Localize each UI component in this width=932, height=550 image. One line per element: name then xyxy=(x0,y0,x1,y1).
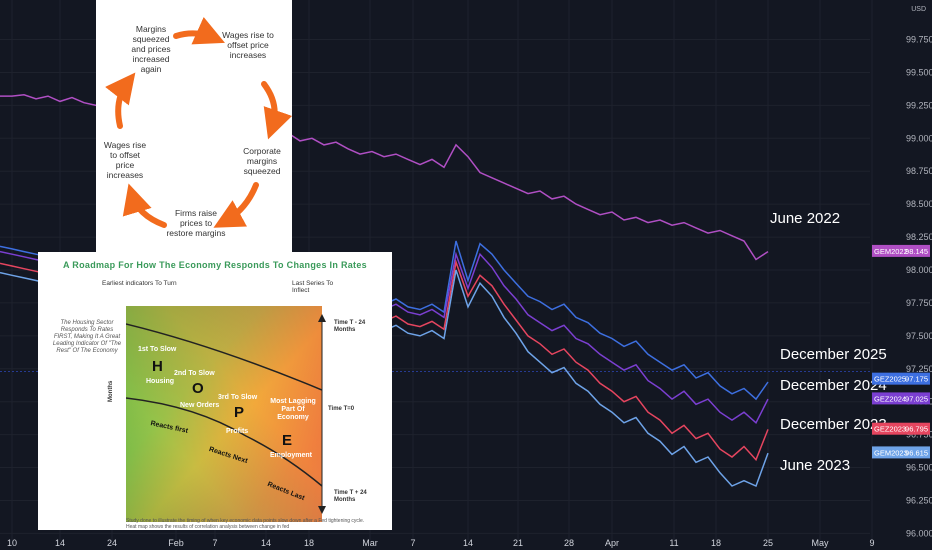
price-axis[interactable]: 99.750 99.500 99.250 99.000 98.750 98.500 98.2… xyxy=(906,35,932,539)
heat-map xyxy=(126,306,322,522)
price-badge-gez2024 xyxy=(872,392,930,405)
y-tick-label: 96.250 xyxy=(906,495,932,505)
employment-label: Employment xyxy=(270,452,313,459)
series-label-gem2022: June 2022 xyxy=(770,210,840,227)
roadmap-title: A Roadmap For How The Economy Responds T… xyxy=(63,260,367,270)
wage-price-cycle-image: Margins squeezed and prices increased ag… xyxy=(96,0,292,252)
y-tick-label: 97.250 xyxy=(906,364,932,374)
x-tick-label: 18 xyxy=(304,538,314,548)
badge-value: 97.175 xyxy=(905,375,928,384)
new-orders-label: New Orders xyxy=(180,402,220,409)
housing-label: Housing xyxy=(146,378,174,385)
third-to-slow-label: 3rd To Slow xyxy=(218,394,258,401)
hope-letter-h: H xyxy=(152,358,163,375)
x-tick-label: Feb xyxy=(168,538,184,548)
cycle-arrow-2 xyxy=(261,81,292,140)
badge-value: 98.145 xyxy=(905,247,928,256)
cycle-item-wages-2: Wages rise to offset price increases xyxy=(103,140,147,180)
series-label-gez2024: December 2024 xyxy=(780,377,887,394)
x-tick-label: 14 xyxy=(261,538,271,548)
profits-label: Profits xyxy=(226,428,249,435)
time-axis[interactable]: 10 14 24 Feb 7 14 18 Mar 7 14 21 28 Apr 11 18 25 May 9 xyxy=(7,538,875,548)
currency-label: USD xyxy=(911,6,926,13)
months-label: Months xyxy=(108,380,114,402)
cycle-arrow-4 xyxy=(122,183,167,228)
cycle-item-wages-1: Wages rise to offset price increases xyxy=(222,30,274,60)
upper-lag-curve xyxy=(126,323,322,391)
time-mid-label: Time T=0 xyxy=(328,406,355,412)
x-tick-label: 14 xyxy=(55,538,65,548)
badge-value: 96.615 xyxy=(905,448,928,457)
y-tick-label: 97.750 xyxy=(906,298,932,308)
roadmap-footnote: Study done to illustrate the timing of w… xyxy=(126,518,365,530)
series-label-gez2025: December 2025 xyxy=(780,346,887,363)
lower-lag-curve xyxy=(126,397,322,487)
time-top-label: Time T - 24 Months xyxy=(334,320,366,333)
cycle-item-margins: Margins squeezed and prices increased ag… xyxy=(131,24,171,74)
time-bottom-label: Time T + 24 Months xyxy=(334,490,367,503)
price-badge-gez2023 xyxy=(872,422,930,435)
hope-letter-p: P xyxy=(234,404,245,421)
x-tick-label: 25 xyxy=(763,538,773,548)
x-tick-label: 21 xyxy=(513,538,523,548)
cycle-item-corporate: Corporate margins squeezed xyxy=(243,146,281,176)
economy-roadmap-image: A Roadmap For How The Economy Responds T… xyxy=(38,252,392,530)
x-tick-label: 7 xyxy=(212,538,217,548)
most-lagging-label: Most Lagging Part Of Economy xyxy=(270,398,316,421)
cycle-arrow-5 xyxy=(105,72,136,129)
badge-ticker: GEZ2023 xyxy=(874,425,906,434)
badge-ticker: GEZ2025 xyxy=(874,375,906,384)
y-tick-label: 99.500 xyxy=(906,67,932,77)
x-tick-label: Apr xyxy=(605,538,619,548)
heat-map-overlay xyxy=(126,306,322,522)
y-tick-label: 97.500 xyxy=(906,331,932,341)
x-tick-label: 18 xyxy=(711,538,721,548)
x-tick-label: 9 xyxy=(869,538,874,548)
cycle-item-firms: Firms raise prices to restore margins xyxy=(166,208,226,238)
y-tick-label: 96.500 xyxy=(906,463,932,473)
x-tick-label: 7 xyxy=(410,538,415,548)
badge-ticker: GEZ2024 xyxy=(874,394,906,403)
series-labels: June 2022 December 2025 December 2024 Decem… xyxy=(770,210,887,474)
x-tick-label: 28 xyxy=(564,538,574,548)
cycle-arrow-1 xyxy=(173,16,225,45)
y-tick-label: 96.000 xyxy=(906,528,932,538)
cycle-arrow-3 xyxy=(213,182,259,228)
x-tick-label: May xyxy=(811,538,829,548)
x-tick-label: Mar xyxy=(362,538,378,548)
last-series-label: Last Series To Inflect xyxy=(292,280,334,294)
y-tick-label: 98.250 xyxy=(906,232,932,242)
first-to-slow-label: 1st To Slow xyxy=(138,346,177,353)
series-label-gez2023: December 2023 xyxy=(780,416,887,433)
badge-ticker: GEM2022 xyxy=(874,247,908,256)
second-to-slow-label: 2nd To Slow xyxy=(174,370,215,377)
y-tick-label: 98.000 xyxy=(906,265,932,275)
badge-ticker: GEM2023 xyxy=(874,448,908,457)
hope-letter-o: O xyxy=(192,380,204,397)
price-badge-gez2025 xyxy=(872,372,930,385)
y-tick-label: 98.750 xyxy=(906,166,932,176)
y-tick-label: 99.000 xyxy=(906,133,932,143)
price-badge-gem2023 xyxy=(872,446,930,459)
x-tick-label: 11 xyxy=(669,538,678,548)
series-label-gem2023: June 2023 xyxy=(780,457,850,474)
x-tick-label: 24 xyxy=(107,538,117,548)
y-tick-label: 99.250 xyxy=(906,100,932,110)
badge-value: 96.795 xyxy=(905,425,928,434)
x-tick-label: 10 xyxy=(7,538,17,548)
y-tick-label: 98.500 xyxy=(906,199,932,209)
housing-side-note: The Housing Sector Responds To Rates FIR… xyxy=(52,320,122,354)
badge-value: 97.025 xyxy=(905,394,928,403)
cycle-arrows xyxy=(105,16,292,228)
time-axis-arrow xyxy=(318,314,326,514)
x-tick-label: 14 xyxy=(463,538,473,548)
earliest-indicators-label: Earliest indicators To Turn xyxy=(102,280,177,287)
y-tick-label: 99.750 xyxy=(906,35,932,45)
hope-letter-e: E xyxy=(282,432,293,449)
price-badge-gem2022 xyxy=(872,244,930,257)
